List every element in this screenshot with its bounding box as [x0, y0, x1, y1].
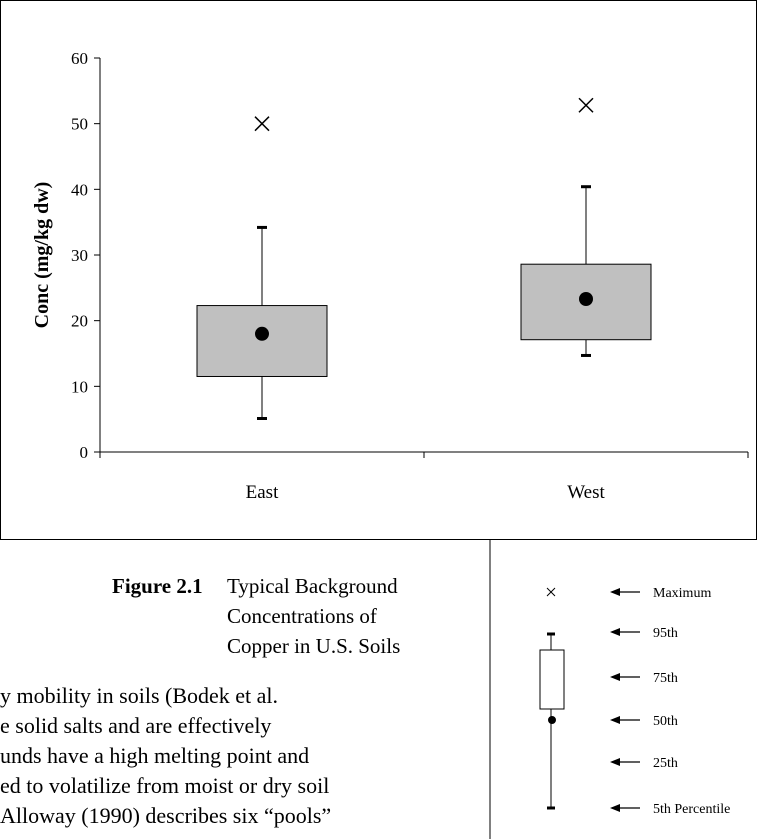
body-text-line: unds have a high melting point and: [0, 743, 310, 768]
legend-median: [548, 716, 556, 724]
y-tick-label: 60: [71, 49, 88, 68]
y-tick-label: 40: [71, 180, 88, 199]
median: [255, 326, 269, 341]
max-stroke: [254, 116, 270, 132]
legend-max-cross: [546, 587, 556, 597]
legend-label: 25th: [653, 756, 678, 771]
legend-arrowhead: [610, 588, 620, 596]
max-stroke: [578, 97, 594, 113]
legend-label: 75th: [653, 671, 678, 686]
y-axis-label: Conc (mg/kg dw): [31, 182, 53, 329]
median: [579, 291, 593, 306]
max-marker: [578, 97, 594, 113]
x-tick-label: West: [567, 482, 605, 503]
body-text-line: e solid salts and are effectively: [0, 713, 272, 738]
legend-arrowhead: [610, 804, 620, 812]
caption-line: Copper in U.S. Soils: [227, 634, 400, 658]
legend-label: 50th: [653, 714, 678, 729]
legend-label: Maximum: [653, 586, 711, 601]
y-tick-label: 10: [71, 377, 88, 396]
caption-label: Figure 2.1: [112, 574, 203, 598]
body-text-line: Alloway (1990) describes six “pools”: [0, 803, 332, 828]
legend-box: [539, 649, 565, 710]
caption-line: Typical Background: [227, 574, 398, 598]
legend-label: 95th: [653, 626, 678, 641]
legend-label: 5th Percentile: [653, 802, 730, 817]
box: [196, 305, 328, 377]
y-tick-label: 0: [80, 443, 89, 462]
y-tick-label: 30: [71, 246, 88, 265]
caption-line: Concentrations of: [227, 604, 377, 628]
legend-arrowhead: [610, 716, 620, 724]
legend-arrowhead: [610, 673, 620, 681]
body-text-line: y mobility in soils (Bodek et al.: [0, 683, 279, 708]
legend-arrowhead: [610, 758, 620, 766]
y-tick-label: 50: [71, 115, 88, 134]
legend-arrowhead: [610, 628, 620, 636]
body-text-line: ed to volatilize from moist or dry soil: [0, 773, 330, 798]
legend-glyph: [539, 587, 565, 810]
y-tick-label: 20: [71, 312, 88, 331]
max-marker: [254, 116, 270, 132]
x-tick-label: East: [246, 482, 279, 503]
chart-frame: [0, 0, 757, 540]
